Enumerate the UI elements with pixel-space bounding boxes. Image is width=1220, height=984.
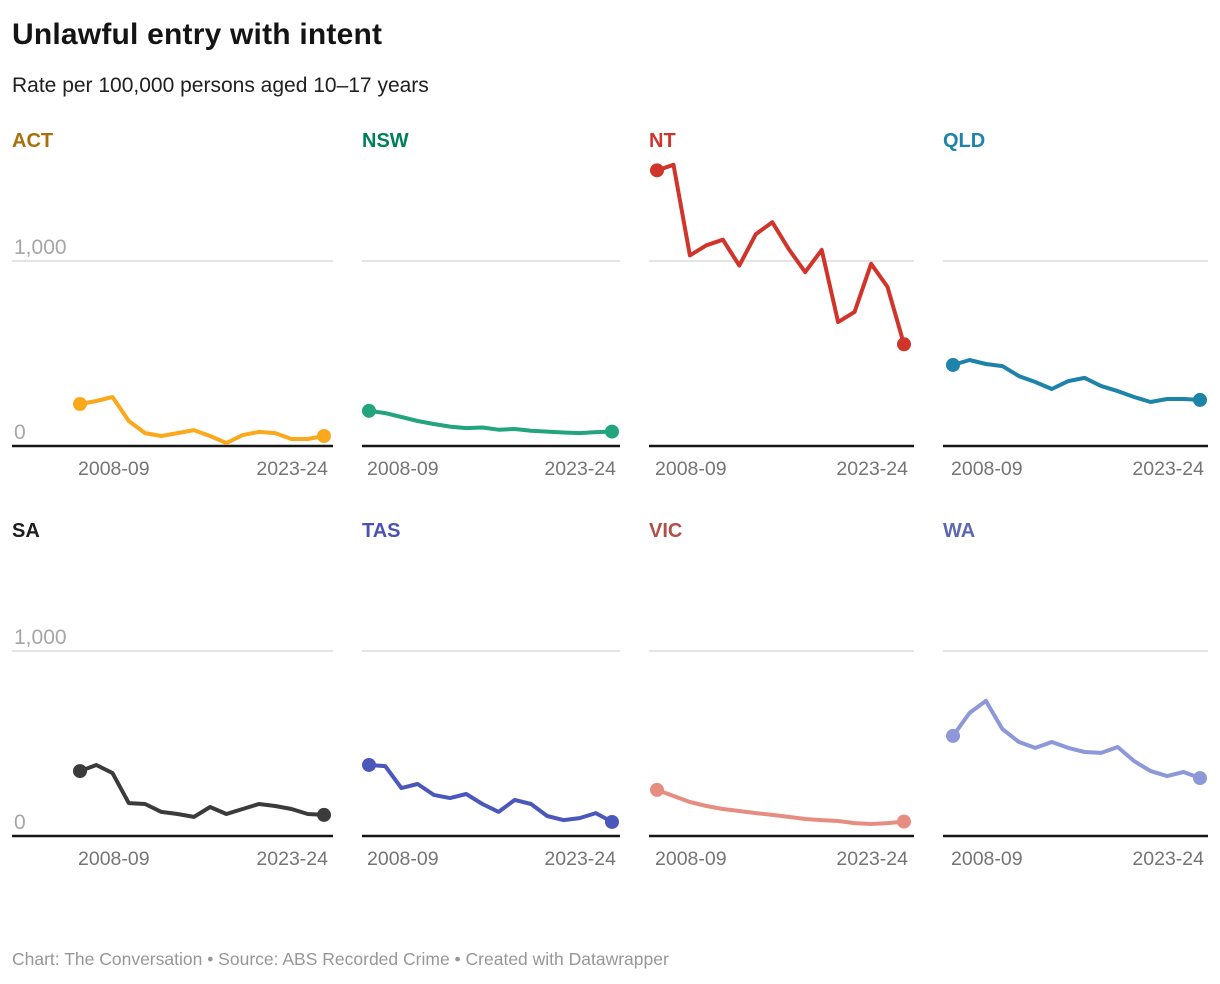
endpoint-dot	[317, 807, 331, 822]
x-tick-label: 2023-24	[836, 848, 908, 870]
x-tick-label: 2023-24	[544, 458, 616, 480]
trend-line	[655, 787, 906, 826]
x-tick-label: 2008-09	[951, 848, 1023, 870]
chart-svg: 2008-09 2023-24	[649, 162, 914, 480]
x-tick-label: 2023-24	[1132, 848, 1204, 870]
y-tick-label: 0	[14, 811, 26, 834]
x-tick-label: 2008-09	[367, 848, 439, 870]
trend-line	[655, 162, 906, 347]
panel-nt: NT 2008-09 2023-24	[649, 128, 914, 484]
endpoint-dot	[946, 728, 960, 743]
endpoint-dot	[362, 403, 376, 418]
panel-title: NT	[649, 130, 676, 152]
panel-wa: WA 2008-09 2023-24	[943, 518, 1208, 874]
x-tick-label: 2023-24	[544, 848, 616, 870]
panel-qld: QLD 2008-09 2023-24	[943, 128, 1208, 484]
chart-svg: 2008-09 2023-24	[943, 260, 1208, 480]
x-tick-label: 2023-24	[256, 458, 328, 480]
y-tick-label: 1,000	[14, 236, 67, 259]
small-multiples-grid: ACT 1,000 0 2008-09 2023-24 NSW 2008-09 2023…	[12, 128, 1208, 874]
chart-svg: 2008-09 2023-24	[362, 260, 620, 480]
y-tick-label: 0	[14, 421, 26, 444]
x-tick-label: 2023-24	[256, 848, 328, 870]
panel-row-top: ACT 1,000 0 2008-09 2023-24 NSW 2008-09 2023…	[12, 128, 1208, 484]
panel-tas: TAS 2008-09 2023-24	[362, 518, 620, 874]
endpoint-dot	[362, 757, 376, 772]
page-subtitle: Rate per 100,000 persons aged 10–17 year…	[12, 74, 429, 97]
endpoint-dot	[897, 337, 911, 352]
endpoint-dot	[73, 397, 87, 412]
endpoint-dot	[650, 163, 664, 178]
x-tick-label: 2008-09	[655, 848, 727, 870]
endpoint-dot	[1193, 771, 1207, 786]
endpoint-dot	[73, 764, 87, 779]
x-tick-label: 2008-09	[367, 458, 439, 480]
x-tick-label: 2023-24	[1132, 458, 1204, 480]
x-tick-label: 2008-09	[78, 848, 150, 870]
chart-svg: 2008-09 2023-24	[943, 650, 1208, 870]
x-tick-label: 2008-09	[78, 458, 150, 480]
panel-title: TAS	[362, 520, 401, 542]
endpoint-dot	[317, 429, 331, 444]
endpoint-dot	[897, 814, 911, 829]
chart-svg: 1,000 0 2008-09 2023-24	[12, 236, 333, 480]
trend-line	[951, 698, 1202, 781]
panel-title: WA	[943, 520, 976, 542]
endpoint-dot	[650, 782, 664, 797]
chart-svg: 2008-09 2023-24	[649, 650, 914, 870]
panel-title: VIC	[649, 520, 683, 542]
trend-line	[367, 763, 614, 824]
panel-sa: SA 1,000 0 2008-09 2023-24	[12, 518, 333, 874]
chart-svg: 1,000 0 2008-09 2023-24	[12, 626, 333, 870]
panel-act: ACT 1,000 0 2008-09 2023-24	[12, 128, 333, 484]
page-title: Unlawful entry with intent	[12, 18, 383, 51]
x-tick-label: 2008-09	[951, 458, 1023, 480]
endpoint-dot	[946, 357, 960, 372]
trend-line	[78, 395, 326, 445]
panel-row-bottom: SA 1,000 0 2008-09 2023-24 TAS 2008-09 2023-…	[12, 518, 1208, 874]
x-tick-label: 2023-24	[836, 458, 908, 480]
trend-line	[367, 408, 614, 436]
panel-nsw: NSW 2008-09 2023-24	[362, 128, 620, 484]
chart-svg: 2008-09 2023-24	[362, 650, 620, 870]
panel-title: SA	[12, 520, 40, 542]
panel-vic: VIC 2008-09 2023-24	[649, 518, 914, 874]
y-tick-label: 1,000	[14, 626, 67, 649]
trend-line	[78, 763, 326, 819]
panel-title: QLD	[943, 130, 986, 152]
endpoint-dot	[1193, 392, 1207, 407]
trend-line	[951, 358, 1202, 404]
panel-title: NSW	[362, 130, 409, 152]
attribution-note: Chart: The Conversation • Source: ABS Re…	[12, 949, 669, 969]
x-tick-label: 2008-09	[655, 458, 727, 480]
endpoint-dot	[605, 424, 619, 439]
endpoint-dot	[605, 814, 619, 829]
panel-title: ACT	[12, 130, 54, 152]
